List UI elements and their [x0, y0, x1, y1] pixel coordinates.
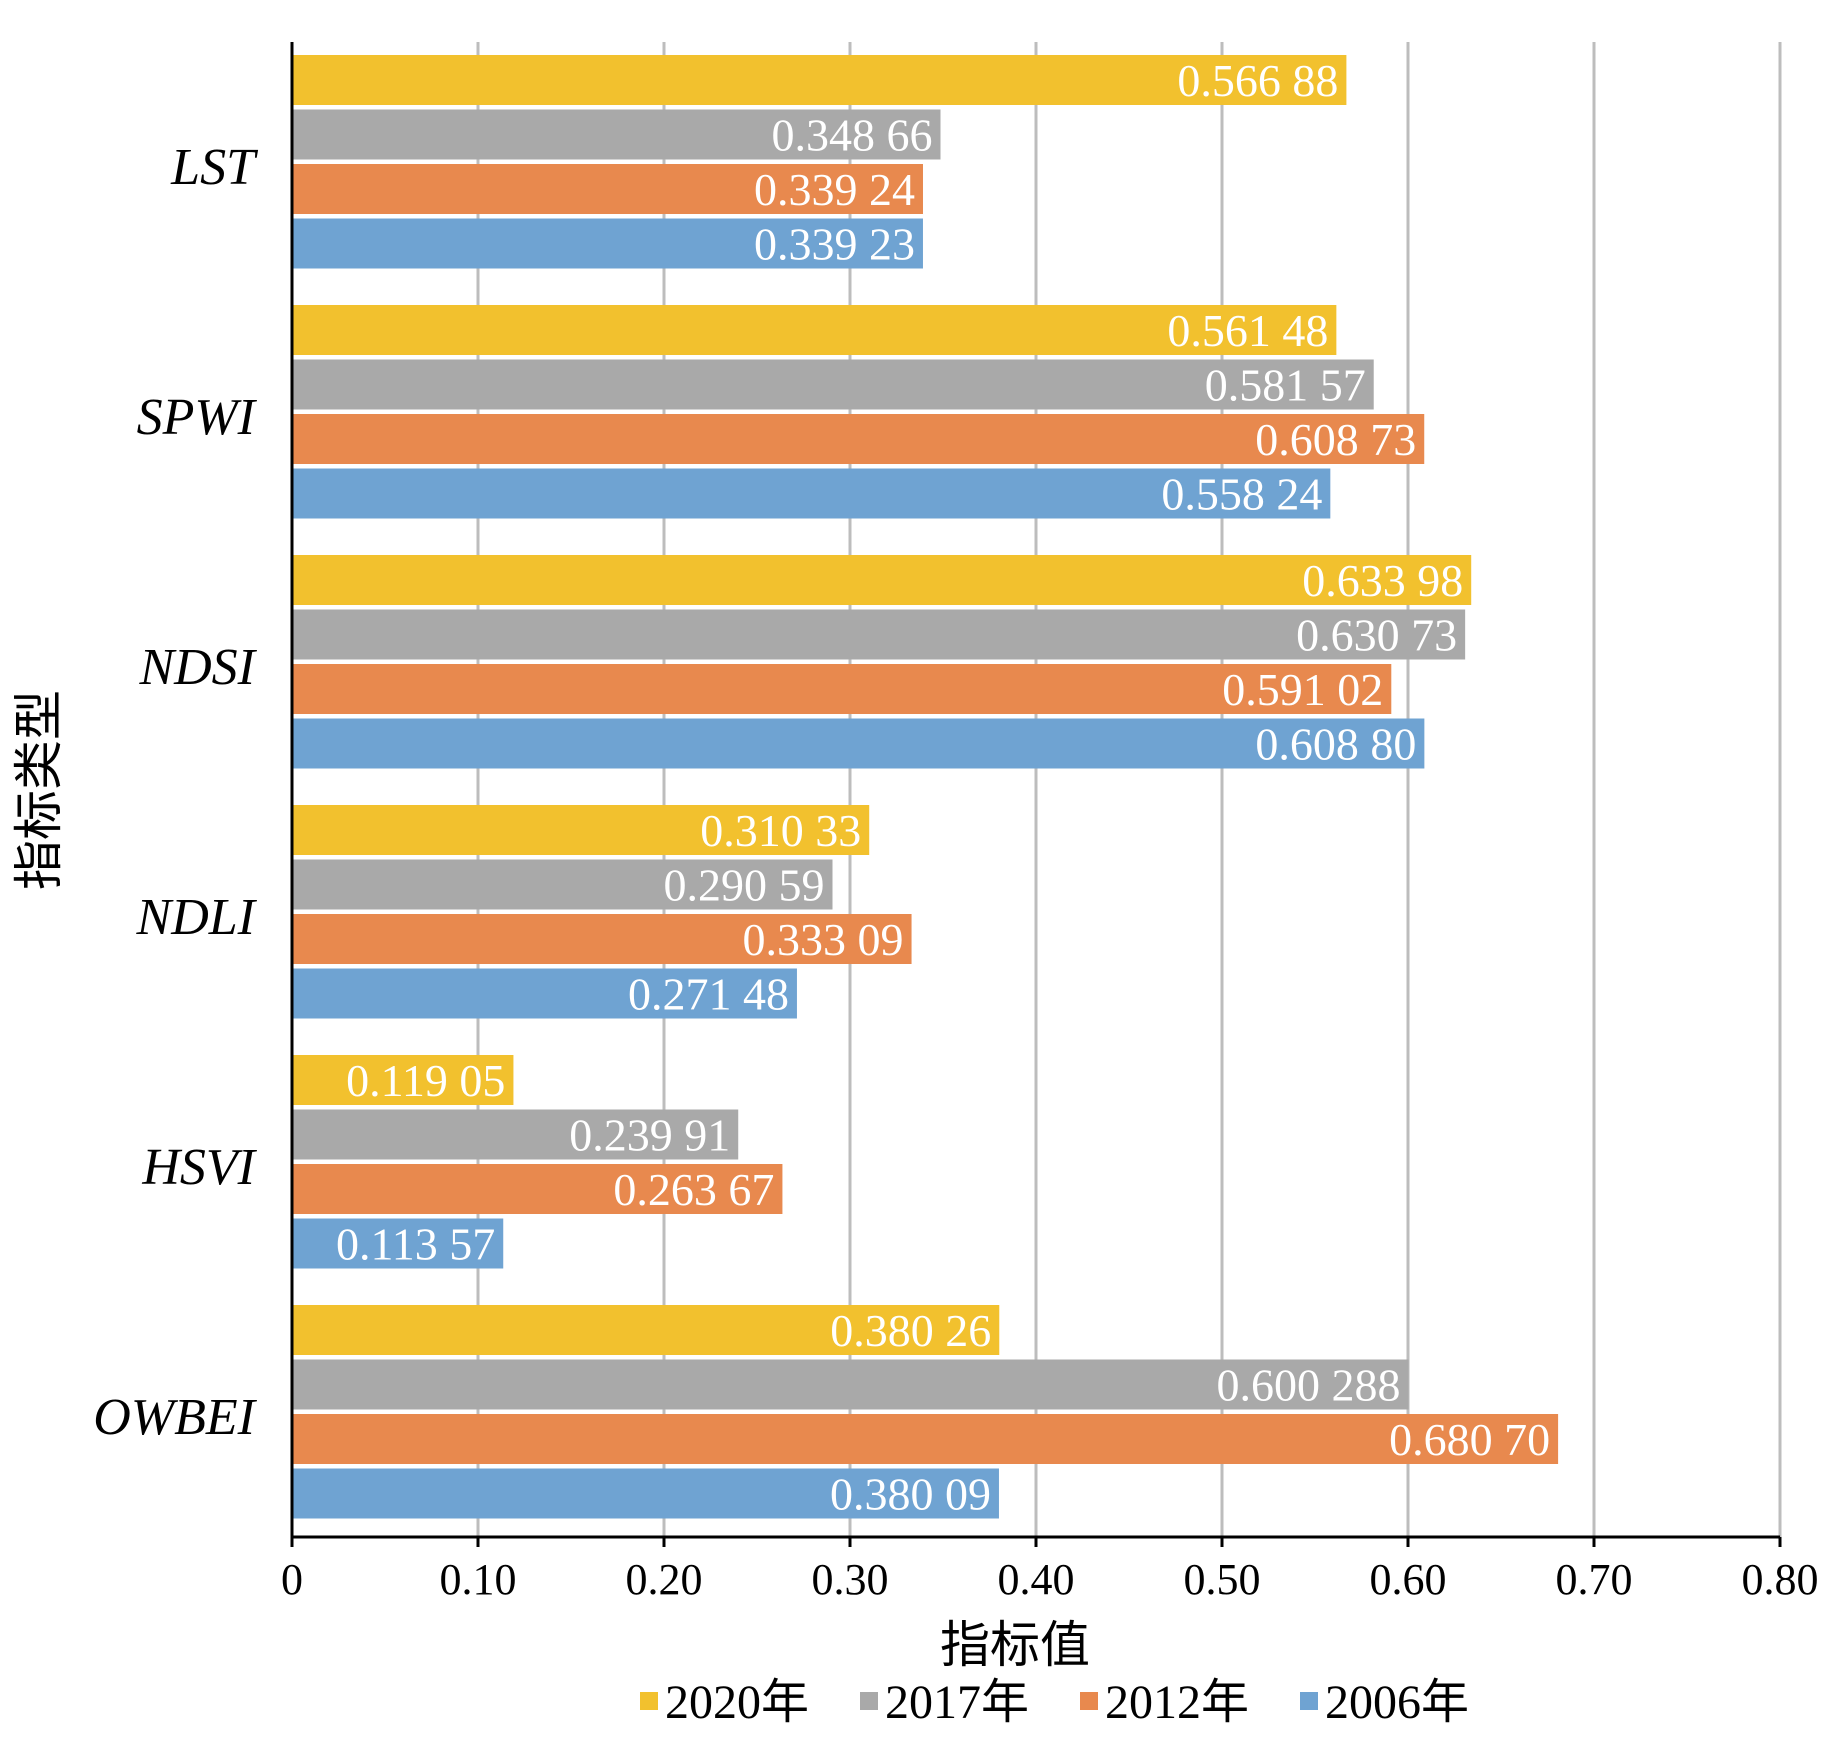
bar-value-label: 0.339 24: [754, 164, 915, 215]
category-label: LST: [170, 139, 258, 196]
bar: [292, 1218, 504, 1269]
legend-swatch: [640, 1692, 658, 1710]
x-tick-label: 0.30: [812, 1555, 889, 1604]
legend-label: 2020年: [665, 1676, 809, 1729]
bar: [292, 1359, 1409, 1410]
bar: [292, 1164, 783, 1214]
bar: [292, 805, 870, 855]
category-label: NDSI: [138, 639, 257, 696]
bar-value-label: 0.380 09: [830, 1469, 991, 1520]
bar-value-label: 0.558 24: [1161, 469, 1322, 520]
bar: [292, 609, 1466, 660]
bar-value-label: 0.633 98: [1302, 555, 1463, 606]
bar: [292, 1305, 1000, 1355]
bar-value-label: 0.608 80: [1255, 719, 1416, 770]
bar: [292, 859, 833, 910]
x-ticks: 0 0.10 0.20 0.30 0.40 0.50 0.60 0.70 0.80: [281, 1537, 1819, 1604]
x-axis-title: 指标值: [940, 1617, 1090, 1673]
bar: [292, 55, 1347, 105]
bar-value-label: 0.263 67: [613, 1164, 774, 1215]
x-tick-label: 0.10: [440, 1555, 517, 1604]
x-tick-label: 0.80: [1742, 1555, 1819, 1604]
bar: [292, 164, 923, 214]
bar: [292, 414, 1425, 464]
bar: [292, 664, 1392, 714]
bar-value-label: 0.608 73: [1255, 414, 1416, 465]
bar: [292, 1055, 514, 1105]
y-axis-title: 指标类型: [11, 690, 67, 890]
bar: [292, 305, 1337, 355]
legend: 2020年 2017年 2012年 2006年: [640, 1676, 1469, 1729]
bar-value-label: 0.600 288: [1217, 1360, 1401, 1411]
bar: [292, 968, 797, 1019]
legend-label: 2006年: [1325, 1676, 1469, 1729]
bar-value-label: 0.119 05: [346, 1055, 505, 1106]
bar: [292, 1468, 999, 1519]
bar: [292, 914, 912, 964]
bar-value-label: 0.290 59: [663, 860, 824, 911]
bar-value-label: 0.333 09: [743, 914, 904, 965]
bar: [292, 1109, 739, 1160]
x-tick-label: 0.50: [1184, 1555, 1261, 1604]
x-tick-label: 0.60: [1370, 1555, 1447, 1604]
legend-label: 2012年: [1105, 1676, 1249, 1729]
bar: [292, 555, 1472, 605]
legend-swatch: [1300, 1692, 1318, 1710]
category-label: HSVI: [141, 1139, 257, 1196]
bar-value-label: 0.339 23: [754, 219, 915, 270]
bar-value-label: 0.380 26: [830, 1305, 991, 1356]
bar-value-label: 0.630 73: [1296, 610, 1457, 661]
bar-value-label: 0.348 66: [772, 110, 933, 161]
bar-value-label: 0.591 02: [1222, 664, 1383, 715]
x-tick-label: 0.40: [998, 1555, 1075, 1604]
gridlines: [476, 42, 1782, 1537]
bar: [292, 468, 1331, 519]
bar-value-label: 0.581 57: [1205, 360, 1366, 411]
x-tick-label: 0.70: [1556, 1555, 1633, 1604]
bar: [292, 1414, 1559, 1464]
bar-value-label: 0.113 57: [336, 1219, 495, 1270]
legend-swatch: [1080, 1692, 1098, 1710]
bar: [292, 718, 1425, 769]
category-label: NDLI: [136, 889, 258, 946]
legend-label: 2017年: [885, 1676, 1029, 1729]
bars: 0.566 88 0.348 660.339 240.339 23 0.561 48…: [292, 55, 1559, 1520]
bar-value-label: 0.680 70: [1389, 1414, 1550, 1465]
bar-value-label: 0.239 91: [569, 1110, 730, 1161]
bar: [292, 359, 1374, 410]
bar: [292, 218, 923, 269]
bar-value-label: 0.561 48: [1167, 305, 1328, 356]
x-tick-label: 0: [281, 1555, 303, 1604]
category-label: OWBEI: [93, 1389, 257, 1446]
x-tick-label: 0.20: [626, 1555, 703, 1604]
bar-value-label: 0.566 88: [1177, 55, 1338, 106]
category-labels: LST SPWI NDSI NDLI HSVI OWBEI: [93, 139, 258, 1446]
bar-value-label: 0.271 48: [628, 969, 789, 1020]
bar-value-label: 0.310 33: [700, 805, 861, 856]
category-label: SPWI: [137, 389, 258, 446]
bar: [292, 109, 941, 160]
legend-swatch: [860, 1692, 878, 1710]
